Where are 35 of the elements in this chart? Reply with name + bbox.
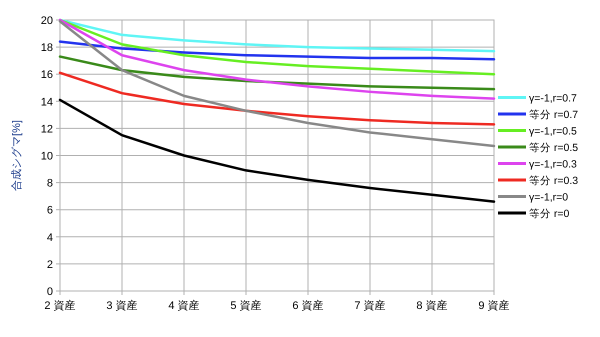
line-series bbox=[58, 40, 496, 61]
line-series bbox=[58, 18, 496, 52]
y-tick-label: 10 bbox=[40, 150, 53, 162]
y-tick-label: 16 bbox=[40, 69, 53, 82]
x-tick-label: 5 資産 bbox=[230, 299, 262, 312]
legend-label: 等分 r=0.7 bbox=[529, 109, 578, 121]
y-tick-label: 18 bbox=[40, 42, 53, 54]
x-tick-label: 8 資産 bbox=[416, 299, 448, 312]
y-tick-label: 4 bbox=[46, 232, 53, 244]
line-series bbox=[58, 72, 496, 126]
legend-label: 等分 r=0.5 bbox=[529, 142, 578, 154]
y-tick-label: 14 bbox=[40, 96, 53, 108]
legend-label: 等分 r=0 bbox=[529, 208, 570, 220]
line-series bbox=[58, 20, 496, 148]
y-tick-label: 2 bbox=[46, 258, 53, 271]
x-tick-label: 3 資産 bbox=[106, 299, 138, 312]
y-tick-label: 0 bbox=[46, 286, 53, 298]
x-tick-label: 7 資産 bbox=[354, 299, 386, 312]
y-tick-label: 12 bbox=[40, 123, 53, 136]
x-tick-label: 4 資産 bbox=[168, 299, 200, 312]
x-tick-label: 2 資産 bbox=[44, 299, 76, 312]
y-axis-title: 合成シグマ[%] bbox=[10, 120, 23, 191]
y-tick-label: 6 bbox=[46, 204, 53, 217]
x-tick-label: 9 資産 bbox=[478, 299, 510, 312]
legend-label: γ=-1,r=0.5 bbox=[529, 126, 578, 138]
x-tick-label: 6 資産 bbox=[292, 299, 324, 312]
legend-label: 等分 r=0.3 bbox=[529, 175, 578, 187]
y-tick-label: 8 bbox=[46, 178, 53, 190]
line-series bbox=[58, 98, 496, 203]
line-series bbox=[58, 18, 496, 76]
legend-label: γ=-1,r=0.3 bbox=[529, 158, 578, 170]
legend-label: γ=-1,r=0.7 bbox=[529, 92, 578, 104]
y-tick-label: 20 bbox=[40, 15, 53, 27]
line-series bbox=[58, 18, 496, 100]
legend-label: γ=-1,r=0 bbox=[529, 192, 568, 204]
